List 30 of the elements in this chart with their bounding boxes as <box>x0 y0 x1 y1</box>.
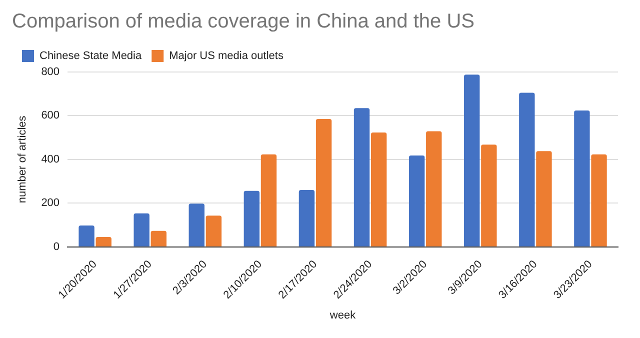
bar <box>244 190 260 246</box>
bar <box>481 144 497 246</box>
bar <box>536 151 552 246</box>
bar <box>260 154 277 246</box>
x-axis-title: week <box>328 309 356 322</box>
y-axis-title: number of articles <box>16 115 29 204</box>
bar <box>298 190 315 246</box>
bar <box>591 154 607 246</box>
bar <box>370 132 387 246</box>
bar <box>150 230 166 246</box>
bar <box>206 216 222 246</box>
bar <box>96 237 112 246</box>
bar <box>519 92 535 246</box>
bar <box>574 110 590 246</box>
chart-title: Comparison of media coverage in China and the US <box>12 10 474 33</box>
bar <box>408 155 425 246</box>
y-tick-label: 600 <box>41 110 60 122</box>
y-tick-label: 200 <box>41 197 60 210</box>
bar <box>78 225 94 246</box>
legend-label: Chinese State Media <box>40 50 142 62</box>
y-tick-label: 800 <box>41 66 60 78</box>
bar <box>316 118 332 246</box>
bar <box>464 74 480 246</box>
legend-label: Major US media outlets <box>169 50 284 62</box>
bar <box>426 131 442 246</box>
y-tick-label: 0 <box>53 240 60 253</box>
bar <box>134 213 150 246</box>
y-tick-label: 400 <box>41 153 60 166</box>
bar <box>188 204 204 246</box>
bar <box>354 108 370 246</box>
